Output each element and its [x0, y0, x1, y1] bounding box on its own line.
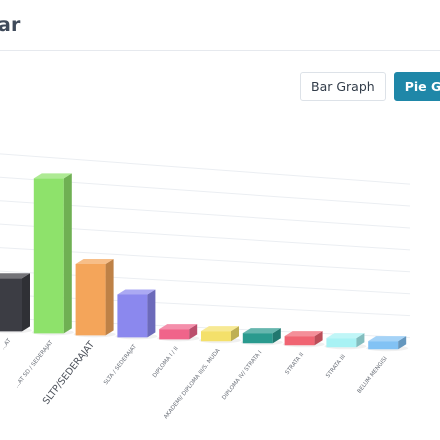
bar[interactable]: [31, 173, 74, 336]
bar-top: [159, 324, 198, 330]
bar-top: [117, 289, 156, 295]
bars: [0, 173, 409, 352]
bar-side: [398, 336, 407, 350]
bar[interactable]: [366, 336, 409, 352]
bar-front: [242, 333, 273, 344]
category-label: ...AT SD / SEDERAJAT: [14, 339, 55, 389]
bar-top: [75, 258, 114, 264]
bar[interactable]: [199, 326, 241, 344]
bar[interactable]: [282, 331, 325, 348]
bar-side: [314, 331, 323, 346]
category-label: STRATA III: [325, 354, 347, 380]
grid-line: [0, 153, 411, 185]
bar-side: [231, 326, 239, 342]
bar-side: [105, 258, 114, 336]
panel-header: ar: [0, 0, 440, 51]
bar-front: [33, 178, 64, 334]
category-label: DIPLOMA I / II: [152, 346, 180, 379]
chart-toolbar: Bar Graph Pie Gra: [300, 72, 440, 101]
bar[interactable]: [0, 273, 32, 334]
bar-front: [159, 329, 190, 340]
bar[interactable]: [324, 333, 367, 350]
category-label: DIPLOMA IV/ STRATA I: [221, 350, 263, 402]
bar-top: [33, 173, 72, 179]
pie-graph-button[interactable]: Pie Gra: [393, 72, 440, 101]
bar-top: [326, 333, 365, 339]
bar-front: [284, 336, 315, 346]
bar[interactable]: [73, 258, 116, 338]
bar-top: [0, 273, 30, 279]
bar-top: [368, 336, 407, 342]
bar[interactable]: [115, 289, 158, 340]
bar-top: [242, 328, 281, 334]
bar-side: [272, 328, 281, 344]
bar-side: [147, 289, 156, 338]
bar-front: [0, 278, 22, 332]
bar[interactable]: [157, 324, 200, 342]
bar-top: [201, 326, 239, 332]
bar-top: [284, 331, 323, 337]
category-label: SLTA / SEDERAJAT: [103, 343, 138, 386]
bar[interactable]: [240, 328, 283, 346]
bar-side: [189, 324, 198, 340]
category-label: BELUM MENGISI: [357, 356, 389, 395]
panel-title: ar: [0, 14, 21, 36]
bar-front: [368, 341, 399, 350]
bar-side: [22, 273, 30, 332]
bar-front: [326, 338, 357, 348]
category-label: ...AT: [0, 337, 13, 351]
bar-front: [75, 263, 106, 336]
bar-front: [201, 331, 231, 342]
bar-front: [117, 294, 148, 338]
bar-graph-button[interactable]: Bar Graph: [300, 72, 386, 101]
bar-side: [63, 173, 72, 334]
category-label: STRATA II: [284, 352, 305, 376]
bar-side: [356, 333, 365, 348]
